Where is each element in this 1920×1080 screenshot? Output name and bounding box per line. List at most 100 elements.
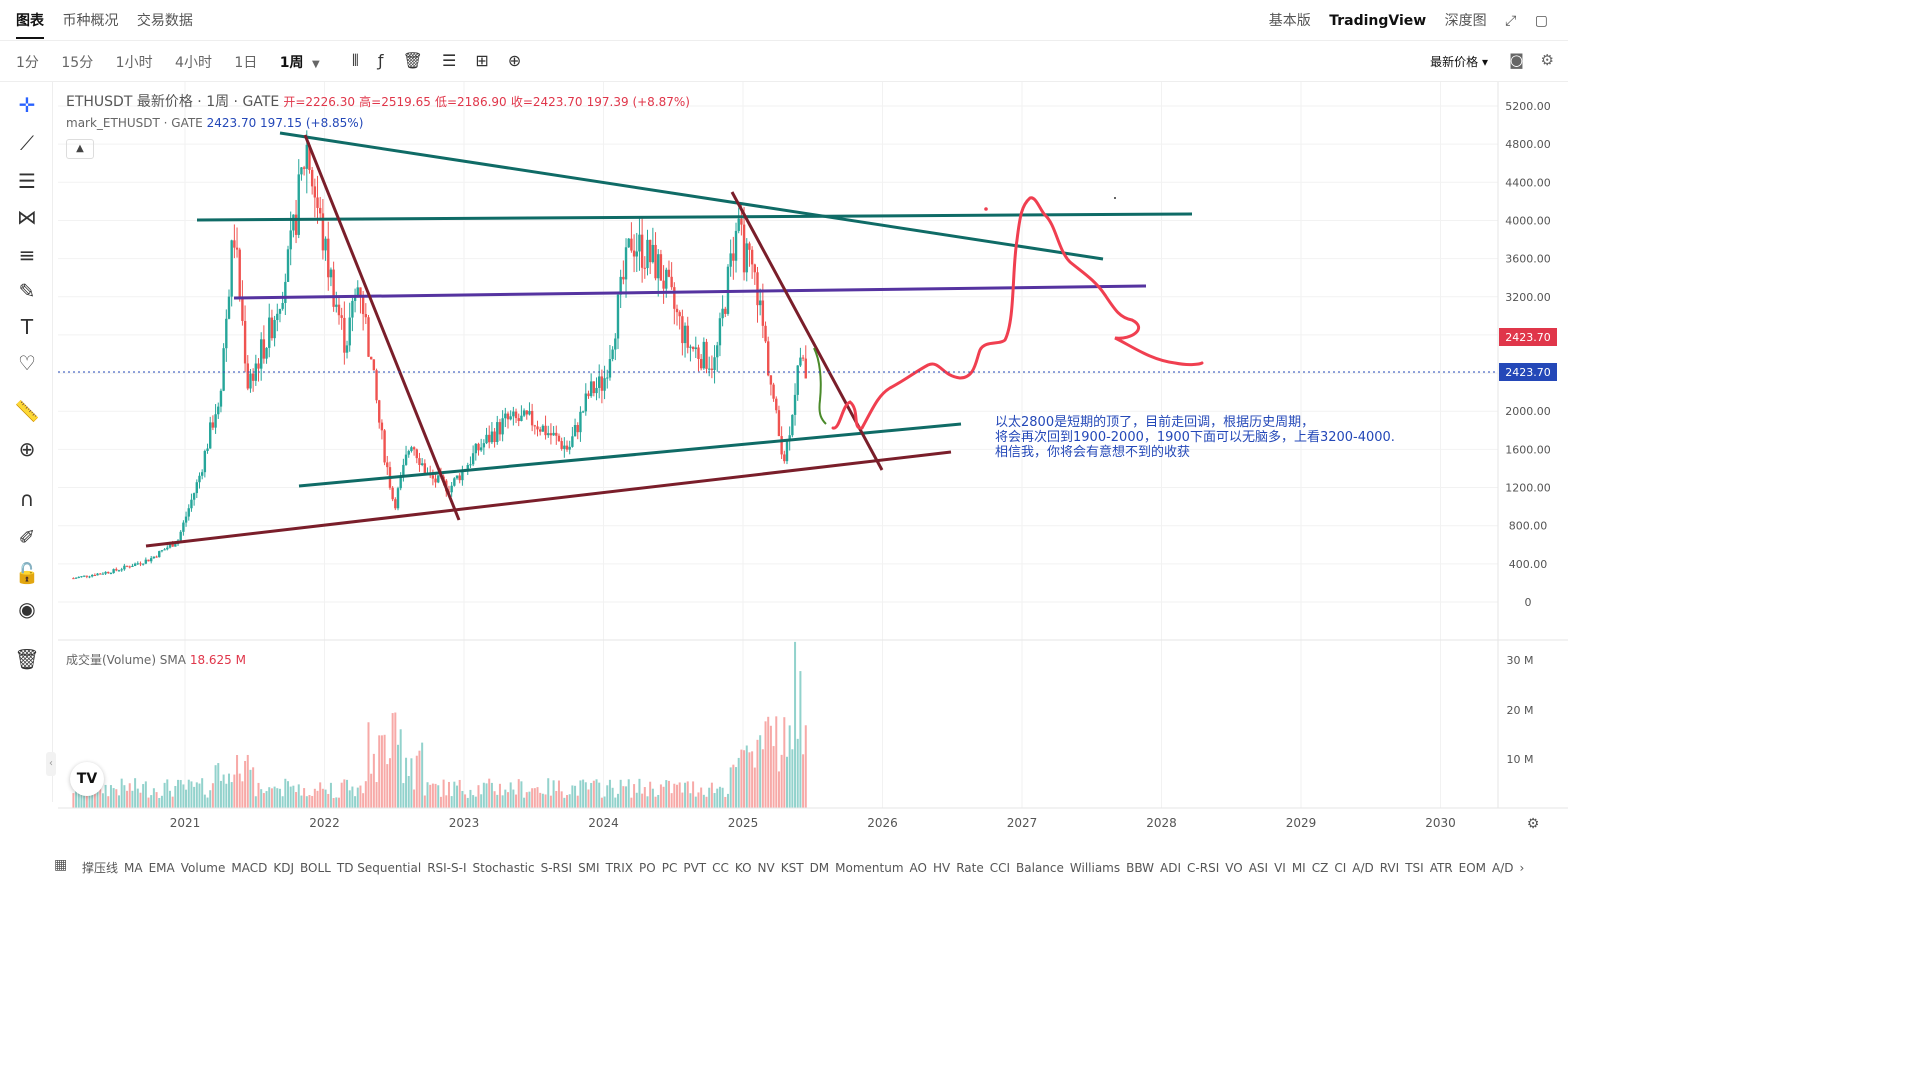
indicator-item[interactable]: C-RSI bbox=[1187, 861, 1220, 875]
candle-type-icon[interactable]: ⫴ bbox=[352, 51, 359, 70]
horizontal-lines-icon[interactable]: ☰ bbox=[18, 169, 36, 193]
indicator-item[interactable]: DM bbox=[809, 861, 830, 875]
interval-dropdown-icon[interactable]: ▼ bbox=[311, 59, 320, 70]
horizontal-line-4000[interactable] bbox=[196, 212, 1193, 222]
indicator-item[interactable]: A/D bbox=[1352, 861, 1374, 875]
support-channel-upper[interactable] bbox=[298, 422, 962, 488]
delete-drawings-icon[interactable]: 🗑 bbox=[402, 51, 423, 70]
indicator-item[interactable]: Balance bbox=[1016, 861, 1064, 875]
indicator-item[interactable]: ADI bbox=[1160, 861, 1182, 875]
interval-1m[interactable]: 1分 bbox=[16, 55, 39, 71]
indicator-item[interactable]: CCI bbox=[989, 861, 1011, 875]
crosshair-icon[interactable]: ✛ bbox=[18, 93, 36, 117]
trash-icon[interactable]: 🗑 bbox=[14, 647, 40, 671]
price-mode-select[interactable]: 最新价格 ▾ bbox=[1430, 55, 1488, 69]
fullscreen-icon[interactable]: ⤢ bbox=[1505, 13, 1517, 29]
indicator-item[interactable]: TRIX bbox=[605, 861, 634, 875]
mark-legend-symbol[interactable]: mark_ETHUSDT · GATE bbox=[66, 116, 203, 130]
trendline-icon[interactable]: ⟋ bbox=[20, 131, 34, 155]
indicator-item[interactable]: CZ bbox=[1311, 861, 1329, 875]
indicators-icon[interactable]: ƒ bbox=[377, 51, 384, 70]
layout-icon[interactable]: ⊞ bbox=[475, 51, 489, 70]
compare-add-icon[interactable]: ⊕ bbox=[507, 51, 522, 70]
indicator-item[interactable]: MACD bbox=[231, 861, 268, 875]
camera-icon[interactable]: ◙ bbox=[1509, 51, 1524, 69]
indicator-item[interactable]: SMI bbox=[578, 861, 600, 875]
chart-canvas[interactable]: 5200.00 4800.00 4400.00 4000.00 3600.00 3200.… bbox=[0, 0, 1568, 882]
indicator-item[interactable]: TD Sequential bbox=[336, 861, 422, 875]
support-channel-lower[interactable] bbox=[145, 450, 952, 548]
indicator-item[interactable]: HV bbox=[932, 861, 951, 875]
indicator-item[interactable]: PO bbox=[639, 861, 656, 875]
pencil-lock-icon[interactable]: ✐ bbox=[18, 525, 36, 549]
indicator-scroll-right-icon[interactable]: › bbox=[1519, 861, 1525, 875]
text-annotation[interactable]: 以太2800是短期的顶了，目前走回调，根据历史周期， 将会再次回到1900-20… bbox=[995, 415, 1395, 460]
indicator-item[interactable]: Williams bbox=[1069, 861, 1121, 875]
text-icon[interactable]: T bbox=[20, 315, 34, 339]
chart-settings-icon[interactable]: ⚙ bbox=[1540, 51, 1554, 69]
indicator-item[interactable]: 撑压线 bbox=[82, 861, 119, 875]
indicator-item[interactable]: EOM bbox=[1458, 861, 1487, 875]
trendline-down-2022[interactable] bbox=[303, 134, 461, 521]
ruler-icon[interactable]: 📏 bbox=[14, 399, 40, 423]
indicator-item[interactable]: EMA bbox=[148, 861, 175, 875]
indicator-item[interactable]: TSI bbox=[1405, 861, 1424, 875]
interval-4h[interactable]: 4小时 bbox=[175, 55, 212, 71]
fib-icon[interactable]: ≡ bbox=[18, 243, 36, 267]
brush-icon[interactable]: ✎ bbox=[18, 279, 36, 303]
collapse-sidebar-button[interactable]: ‹ bbox=[46, 752, 56, 776]
eye-icon[interactable]: ◉ bbox=[18, 597, 36, 621]
indicator-item[interactable]: KDJ bbox=[273, 861, 295, 875]
depth-chart-button[interactable]: 深度图 bbox=[1444, 13, 1487, 29]
indicator-item[interactable]: AO bbox=[909, 861, 927, 875]
tab-trade-data[interactable]: 交易数据 bbox=[136, 13, 193, 29]
tab-overview[interactable]: 币种概况 bbox=[62, 13, 119, 29]
magnet-icon[interactable]: ∩ bbox=[19, 487, 35, 511]
pattern-icon[interactable]: ⋈ bbox=[17, 205, 37, 229]
heart-icon[interactable]: ♡ bbox=[18, 351, 36, 375]
legend-symbol[interactable]: ETHUSDT 最新价格 · 1周 · GATE bbox=[66, 94, 280, 110]
indicator-item[interactable]: NV bbox=[757, 861, 775, 875]
indicator-item[interactable]: A/D bbox=[1492, 861, 1514, 875]
indicator-item[interactable]: VI bbox=[1274, 861, 1286, 875]
indicator-item[interactable]: BOLL bbox=[300, 861, 331, 875]
calendar-icon[interactable]: ▦ bbox=[54, 857, 68, 873]
indicator-item[interactable]: ATR bbox=[1429, 861, 1453, 875]
indicator-item[interactable]: CC bbox=[712, 861, 729, 875]
list-icon[interactable]: ☰ bbox=[441, 51, 457, 70]
indicator-item[interactable]: RSI-S-I bbox=[427, 861, 467, 875]
interval-1h[interactable]: 1小时 bbox=[115, 55, 153, 71]
indicator-item[interactable]: MI bbox=[1291, 861, 1306, 875]
indicator-item[interactable]: KO bbox=[734, 861, 752, 875]
indicator-item[interactable]: Stochastic bbox=[472, 861, 535, 875]
interval-15m[interactable]: 15分 bbox=[61, 55, 94, 71]
trendline-resistance-falling[interactable] bbox=[279, 131, 1104, 261]
collapse-legend-button[interactable]: ▲ bbox=[66, 139, 94, 159]
lock-icon[interactable]: 🔓 bbox=[14, 561, 40, 585]
indicator-item[interactable]: KST bbox=[780, 861, 804, 875]
tradingview-mode-button[interactable]: TradingView bbox=[1329, 13, 1427, 29]
indicator-item[interactable]: PVT bbox=[683, 861, 707, 875]
indicator-item[interactable]: RVI bbox=[1379, 861, 1400, 875]
freehand-forecast-path[interactable] bbox=[831, 196, 1204, 430]
tradingview-logo[interactable]: TV bbox=[70, 762, 104, 796]
indicator-item[interactable]: Rate bbox=[956, 861, 984, 875]
horizontal-line-3200[interactable] bbox=[233, 284, 1147, 300]
indicator-item[interactable]: Momentum bbox=[835, 861, 904, 875]
volume-legend-label[interactable]: 成交量(Volume) SMA bbox=[66, 653, 186, 667]
interval-1d[interactable]: 1日 bbox=[234, 55, 258, 71]
indicator-item[interactable]: VO bbox=[1225, 861, 1243, 875]
tab-chart[interactable]: 图表 bbox=[16, 13, 44, 39]
indicator-item[interactable]: PC bbox=[661, 861, 678, 875]
indicator-item[interactable]: Volume bbox=[180, 861, 226, 875]
indicator-item[interactable]: MA bbox=[124, 861, 143, 875]
settings-gear-icon[interactable]: ⚙ bbox=[1527, 816, 1540, 832]
window-icon[interactable]: ▢ bbox=[1534, 13, 1548, 29]
indicator-item[interactable]: BBW bbox=[1126, 861, 1155, 875]
indicator-item[interactable]: S-RSI bbox=[540, 861, 573, 875]
zoom-icon[interactable]: ⊕ bbox=[18, 437, 36, 461]
basic-mode-button[interactable]: 基本版 bbox=[1268, 13, 1311, 29]
interval-1w[interactable]: 1周 bbox=[279, 55, 304, 71]
indicator-item[interactable]: ASI bbox=[1248, 861, 1269, 875]
indicator-item[interactable]: CI bbox=[1334, 861, 1347, 875]
